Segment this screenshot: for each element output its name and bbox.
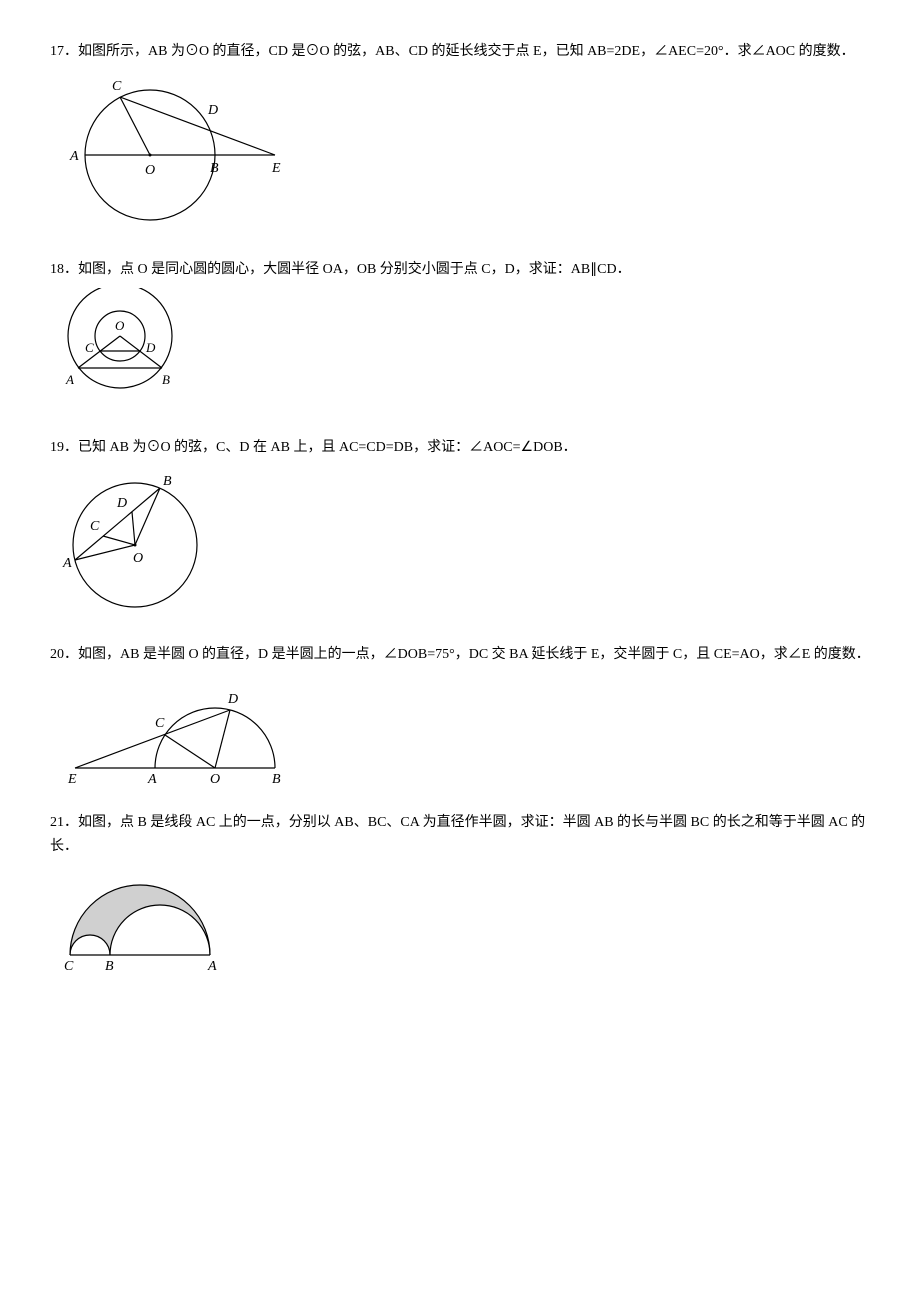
problem-17: 17．如图所示，AB 为⊙O 的直径，CD 是⊙O 的弦，AB、CD 的延长线交…	[50, 40, 870, 230]
svg-text:D: D	[207, 103, 218, 118]
svg-text:C: C	[112, 79, 122, 94]
svg-text:B: B	[163, 474, 172, 489]
problem-text: 17．如图所示，AB 为⊙O 的直径，CD 是⊙O 的弦，AB、CD 的延长线交…	[50, 40, 870, 64]
svg-text:O: O	[145, 163, 155, 178]
problem-figure: O A B C D	[50, 465, 870, 615]
svg-text:B: B	[272, 772, 281, 783]
svg-text:B: B	[105, 959, 114, 970]
problem-20: 20．如图，AB 是半圆 O 的直径，D 是半圆上的一点，∠DOB=75°，DC…	[50, 643, 870, 783]
svg-text:D: D	[227, 692, 238, 707]
svg-text:D: D	[145, 340, 156, 355]
svg-text:A: A	[207, 959, 217, 970]
svg-text:D: D	[116, 496, 127, 511]
problem-19: 19．已知 AB 为⊙O 的弦，C、D 在 AB 上，且 AC=CD=DB，求证…	[50, 436, 870, 616]
problem-text: 20．如图，AB 是半圆 O 的直径，D 是半圆上的一点，∠DOB=75°，DC…	[50, 643, 870, 667]
problem-figure: O A B C D E	[50, 70, 870, 230]
svg-text:O: O	[133, 551, 143, 566]
problem-text: 21．如图，点 B 是线段 AC 上的一点，分别以 AB、BC、CA 为直径作半…	[50, 811, 870, 859]
svg-text:A: A	[65, 372, 74, 387]
svg-text:O: O	[115, 318, 125, 333]
svg-text:C: C	[64, 959, 74, 970]
problem-figure: CBA	[50, 865, 870, 970]
svg-text:C: C	[85, 340, 94, 355]
svg-text:C: C	[90, 519, 100, 534]
svg-text:A: A	[69, 149, 79, 164]
svg-text:E: E	[67, 772, 77, 783]
problem-figure: O C D A B	[50, 288, 870, 408]
svg-text:E: E	[271, 161, 281, 176]
svg-text:A: A	[147, 772, 157, 783]
problem-text: 18．如图，点 O 是同心圆的圆心，大圆半径 OA，OB 分别交小圆于点 C，D…	[50, 258, 870, 282]
problem-18: 18．如图，点 O 是同心圆的圆心，大圆半径 OA，OB 分别交小圆于点 C，D…	[50, 258, 870, 408]
problem-text: 19．已知 AB 为⊙O 的弦，C、D 在 AB 上，且 AC=CD=DB，求证…	[50, 436, 870, 460]
svg-text:C: C	[155, 716, 165, 731]
problem-figure: O A B D C E	[50, 673, 870, 783]
svg-text:O: O	[210, 772, 220, 783]
svg-text:B: B	[210, 161, 219, 176]
svg-text:B: B	[162, 372, 170, 387]
problem-21: 21．如图，点 B 是线段 AC 上的一点，分别以 AB、BC、CA 为直径作半…	[50, 811, 870, 970]
svg-text:A: A	[62, 556, 72, 571]
